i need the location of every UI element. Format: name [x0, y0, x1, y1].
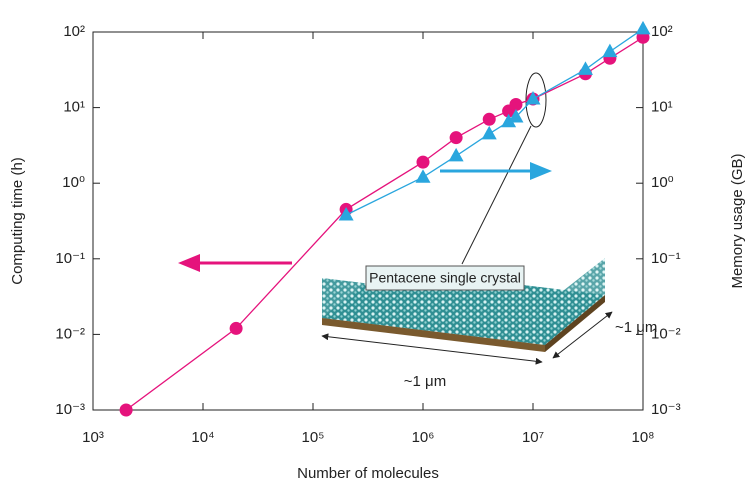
y-tick-label: 10⁻³: [55, 401, 85, 418]
y-tick-label: 10⁻¹: [55, 250, 85, 267]
x-tick-label: 10⁸: [631, 429, 654, 446]
annotation: ~1 μm: [404, 373, 446, 390]
plot-frame: [92, 31, 644, 411]
data-point: [416, 155, 430, 169]
y2-tick-label: 10⁰: [651, 174, 674, 191]
y-tick-label: 10¹: [63, 99, 85, 116]
data-point: [482, 112, 496, 126]
series-line: [125, 36, 644, 411]
axis-arrow-head: [178, 254, 200, 272]
label-box: [365, 265, 525, 291]
data-point: [229, 321, 243, 335]
y-axis-label: Computing time (h): [9, 157, 26, 285]
axis-arrow-head: [530, 162, 552, 180]
data-point: [509, 97, 523, 111]
data-point: [338, 206, 354, 221]
x-tick-label: 10⁷: [522, 429, 544, 446]
y-tick-label: 10⁰: [62, 174, 85, 191]
y2-tick-label: 10²: [651, 23, 673, 40]
x-tick-label: 10⁴: [191, 429, 214, 446]
data-point: [448, 147, 464, 162]
y2-tick-label: 10⁻²: [651, 325, 681, 342]
data-point: [577, 61, 593, 75]
y-tick-label: 10²: [63, 23, 85, 40]
x-tick-label: 10⁶: [412, 429, 435, 446]
data-point: [481, 125, 497, 140]
data-point: [635, 20, 651, 35]
y2-tick-label: 10⁻³: [651, 401, 681, 418]
y2-tick-label: 10¹: [651, 99, 673, 116]
annotation: ~1 μm: [615, 319, 657, 336]
dimension-arrow: [552, 311, 613, 359]
data-point: [501, 113, 517, 128]
x-tick-label: 10³: [82, 429, 104, 446]
data-point: [525, 90, 541, 105]
data-point: [508, 109, 524, 123]
pointer-line: [461, 125, 532, 265]
crystal-illustration: [321, 258, 613, 365]
y2-tick-label: 10⁻¹: [651, 250, 681, 267]
highlight-ellipse: [525, 72, 547, 128]
data-point: [119, 403, 133, 417]
y2-axis-label: Memory usage (GB): [729, 153, 746, 288]
y-tick-label: 10⁻²: [55, 325, 85, 342]
x-axis-label: Number of molecules: [297, 465, 439, 482]
dimension-arrow: [321, 333, 543, 365]
data-point: [602, 43, 618, 58]
data-point: [449, 131, 463, 145]
annotation: Pentacene single crystal: [369, 270, 521, 286]
data-point: [415, 169, 431, 183]
x-tick-label: 10⁵: [302, 429, 325, 446]
